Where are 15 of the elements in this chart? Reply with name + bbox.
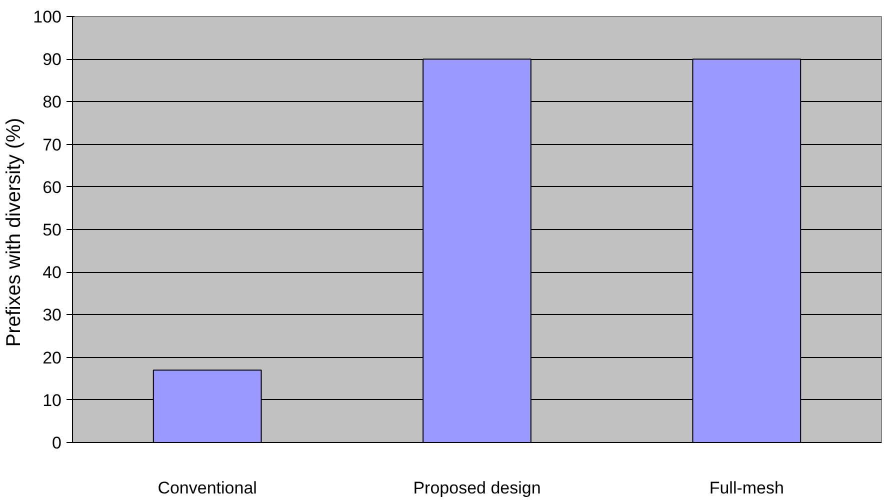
y-tick-label: 50 <box>42 220 62 240</box>
y-tick-label: 80 <box>42 92 62 112</box>
y-axis-title: Prefixes with diversity (%) <box>3 118 26 347</box>
x-tick-label: Conventional <box>158 478 257 498</box>
x-tick-label: Full-mesh <box>709 478 784 498</box>
y-tick-label: 60 <box>42 178 62 197</box>
y-tick-label: 30 <box>42 306 62 325</box>
y-tick-label: 0 <box>52 434 62 452</box>
y-tick-label: 70 <box>42 135 62 154</box>
y-tick-label: 40 <box>42 263 62 282</box>
x-tick-label: Proposed design <box>413 478 541 498</box>
y-tick-label: 100 <box>33 8 62 26</box>
y-tick-label: 20 <box>42 348 62 368</box>
y-tick-label: 90 <box>42 50 62 70</box>
y-tick-label: 10 <box>42 390 62 410</box>
